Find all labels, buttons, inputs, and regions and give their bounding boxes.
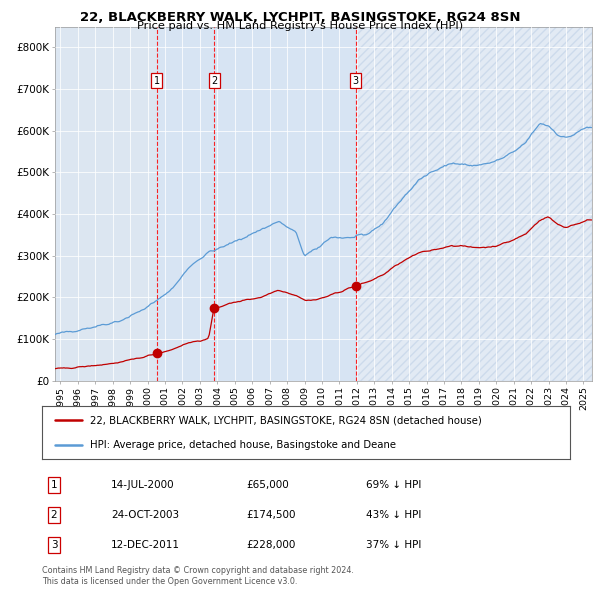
Text: £228,000: £228,000 <box>246 540 295 550</box>
Bar <box>157 27 214 381</box>
Text: 69% ↓ HPI: 69% ↓ HPI <box>366 480 421 490</box>
Text: 24-OCT-2003: 24-OCT-2003 <box>111 510 179 520</box>
Text: Price paid vs. HM Land Registry's House Price Index (HPI): Price paid vs. HM Land Registry's House … <box>137 21 463 31</box>
Text: 14-JUL-2000: 14-JUL-2000 <box>111 480 175 490</box>
Text: 1: 1 <box>50 480 58 490</box>
Text: 12-DEC-2011: 12-DEC-2011 <box>111 540 180 550</box>
Text: 43% ↓ HPI: 43% ↓ HPI <box>366 510 421 520</box>
Text: 3: 3 <box>353 76 359 86</box>
Text: £174,500: £174,500 <box>246 510 296 520</box>
Text: 1: 1 <box>154 76 160 86</box>
Text: HPI: Average price, detached house, Basingstoke and Deane: HPI: Average price, detached house, Basi… <box>89 440 395 450</box>
Text: Contains HM Land Registry data © Crown copyright and database right 2024.: Contains HM Land Registry data © Crown c… <box>42 566 354 575</box>
Text: £65,000: £65,000 <box>246 480 289 490</box>
Text: 2: 2 <box>50 510 58 520</box>
Text: 22, BLACKBERRY WALK, LYCHPIT, BASINGSTOKE, RG24 8SN: 22, BLACKBERRY WALK, LYCHPIT, BASINGSTOK… <box>80 11 520 24</box>
Text: 3: 3 <box>50 540 58 550</box>
Bar <box>214 27 356 381</box>
Text: 37% ↓ HPI: 37% ↓ HPI <box>366 540 421 550</box>
Bar <box>356 27 592 381</box>
Text: This data is licensed under the Open Government Licence v3.0.: This data is licensed under the Open Gov… <box>42 577 298 586</box>
Text: 22, BLACKBERRY WALK, LYCHPIT, BASINGSTOKE, RG24 8SN (detached house): 22, BLACKBERRY WALK, LYCHPIT, BASINGSTOK… <box>89 415 481 425</box>
Text: 2: 2 <box>211 76 217 86</box>
